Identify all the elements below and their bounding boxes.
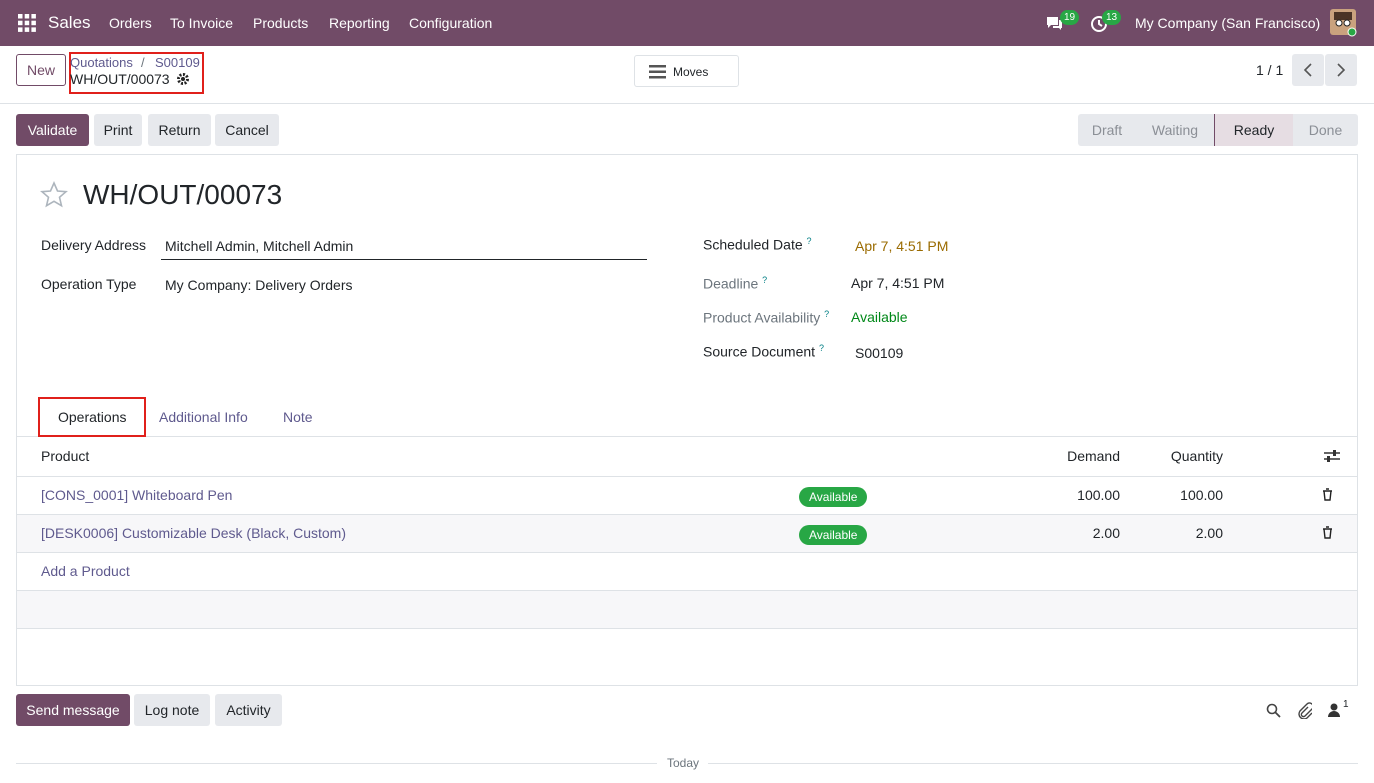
delete-icon[interactable] [1322,488,1333,501]
product-name[interactable]: [DESK0006] Customizable Desk (Black, Cus… [41,525,346,541]
field-label: Deadline ? [703,275,767,292]
highlight-box [38,397,146,437]
label-text: Deadline [703,275,759,292]
pager-prev[interactable] [1292,54,1324,86]
field-label: Product Availability ? [703,309,829,326]
row-line [17,628,1357,629]
date-separator: Today [667,756,700,770]
form-title: WH/OUT/00073 [83,179,283,210]
quantity[interactable]: 100.00 [1180,487,1223,503]
product-name[interactable]: [CONS_0001] Whiteboard Pen [41,487,233,503]
add-product[interactable]: Add a Product [41,563,130,579]
label-text: Scheduled Date [703,236,803,253]
field-label: Operation Type [41,276,137,292]
tab[interactable]: Note [283,409,313,425]
app-name[interactable]: Sales [48,13,91,32]
row-line [17,514,1357,515]
breadcrumb[interactable]: Quotations [70,55,133,70]
label-text: Source Document [703,343,816,360]
action-button[interactable]: Return [148,114,211,146]
help[interactable]: ? [806,236,812,246]
field-value: My Company: Delivery Orders [165,277,353,293]
moves-button[interactable]: Moves [634,55,739,87]
attachment-icon[interactable] [1297,702,1312,719]
row-line [17,476,1357,477]
search-icon[interactable] [1266,703,1281,718]
tab-line [17,436,1357,437]
tab-active[interactable]: Operations [58,409,127,425]
separator-line [16,763,657,764]
field-label: Delivery Address [41,237,147,253]
badge: 13 [1102,10,1122,25]
avatar[interactable] [1330,9,1358,37]
optional-columns-icon[interactable] [1324,449,1340,463]
status-step[interactable]: Draft [1078,114,1136,146]
tab[interactable]: Additional Info [159,409,248,425]
field-value[interactable]: S00109 [855,345,904,361]
row-line [17,590,1357,591]
demand: 2.00 [1092,525,1120,541]
field-value: Apr 7, 4:51 PM [851,275,945,291]
field-label: Source Document ? [703,343,824,360]
column-header[interactable]: Demand [1067,448,1120,464]
separator-line [708,763,1358,764]
help[interactable]: ? [762,275,768,285]
status-active[interactable]: Ready [1214,114,1293,146]
chatter-button[interactable]: Send message [16,694,130,726]
new-button[interactable]: New [16,54,66,86]
record-name: WH/OUT/00073 [70,71,170,87]
gear-icon[interactable] [177,73,189,85]
control-panel [0,46,1374,104]
menu-item[interactable]: Products [253,15,309,31]
menu-item[interactable]: Reporting [329,15,390,31]
field-value: Available [851,309,908,325]
demand: 100.00 [1077,487,1120,503]
availability-badge: Available [799,487,868,507]
delete-icon[interactable] [1322,526,1333,539]
help[interactable]: ? [818,343,824,353]
menu-item[interactable]: To Invoice [170,15,234,31]
breadcrumb[interactable]: S00109 [155,55,200,70]
moves-label: Moves [673,65,709,79]
help[interactable]: ? [824,309,830,319]
row-stripe [17,515,1357,552]
apps-icon[interactable] [18,14,36,32]
action-button[interactable]: Print [94,114,142,146]
menu-item[interactable]: Orders [109,15,152,31]
action-button[interactable]: Cancel [215,114,279,146]
chatter-button[interactable]: Activity [215,694,282,726]
status-step[interactable]: Waiting [1136,114,1214,146]
badge: 19 [1060,10,1080,25]
list-icon [649,65,666,79]
followers-icon[interactable] [1328,703,1340,717]
pager-next[interactable] [1325,54,1357,86]
messages-icon[interactable] [1045,15,1063,31]
status-step[interactable]: Done [1293,114,1358,146]
availability-badge: Available [799,525,868,545]
row-stripe [17,591,1357,628]
column-header[interactable]: Product [41,448,90,464]
quantity[interactable]: 2.00 [1195,525,1223,541]
field-value[interactable]: Mitchell Admin, Mitchell Admin [165,238,354,254]
pager[interactable]: 1 / 1 [1256,62,1284,78]
label-text: Product Availability [703,309,821,326]
chatter-button[interactable]: Log note [134,694,210,726]
favorite-star[interactable] [40,181,68,208]
row-line [17,552,1357,553]
action-button[interactable]: Validate [16,114,89,146]
breadcrumb-separator: / [141,55,145,70]
field-underline [161,259,647,260]
field-value[interactable]: Apr 7, 4:51 PM [855,238,949,254]
field-label: Scheduled Date ? [703,236,812,253]
navbar: Sales Orders To Invoice Products Reporti… [0,0,1374,46]
menu-item[interactable]: Configuration [409,15,493,31]
company-name[interactable]: My Company (San Francisco) [1135,15,1321,31]
column-header[interactable]: Quantity [1170,448,1223,464]
followers-count: 1 [1343,699,1349,710]
highlight-box [69,52,204,94]
